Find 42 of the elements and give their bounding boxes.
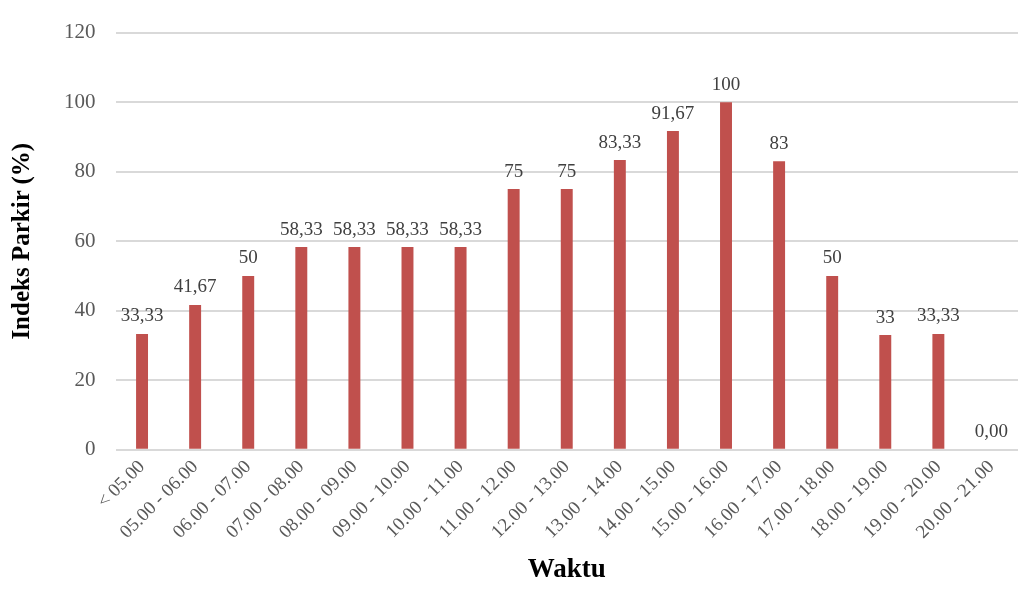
bar [560, 189, 573, 449]
y-tick-label: 80 [74, 158, 96, 183]
data-label: 41,67 [173, 275, 217, 297]
data-label: 50 [238, 246, 258, 268]
data-label: 83 [769, 131, 789, 153]
x-axis-title: Waktu [527, 552, 606, 583]
data-label: 58,33 [439, 217, 482, 239]
bar [666, 131, 679, 449]
bar [826, 275, 839, 449]
bar [295, 247, 308, 449]
data-label: 100 [711, 72, 741, 94]
data-label: 33 [875, 305, 895, 327]
y-tick-label: 40 [74, 297, 96, 322]
y-tick-label: 120 [64, 19, 96, 44]
bar [136, 333, 149, 449]
data-label: 50 [822, 246, 842, 268]
data-label: 91,67 [651, 101, 695, 123]
data-label: 75 [557, 159, 577, 181]
y-tick-label: 0 [85, 436, 96, 461]
y-tick-label: 100 [64, 88, 96, 113]
bar [613, 160, 626, 449]
bar [348, 247, 361, 449]
bar [242, 275, 255, 449]
data-label: 58,33 [386, 217, 429, 239]
data-label: 75 [504, 159, 524, 181]
y-tick-label: 60 [74, 227, 96, 252]
data-label: 58,33 [333, 217, 376, 239]
y-tick-label: 20 [74, 366, 96, 391]
bar [879, 335, 892, 449]
bar [189, 304, 202, 449]
data-label: 0,00 [974, 420, 1009, 442]
bar [401, 247, 414, 449]
data-label: 83,33 [598, 130, 642, 152]
bar [773, 161, 786, 449]
bar [932, 333, 945, 449]
y-axis-title: Indeks Parkir (%) [7, 142, 36, 340]
data-label: 33,33 [916, 304, 960, 326]
data-label: 33,33 [120, 304, 164, 326]
data-label: 58,33 [279, 217, 323, 239]
bar [507, 189, 520, 449]
bar [720, 102, 732, 449]
bar [454, 247, 467, 449]
